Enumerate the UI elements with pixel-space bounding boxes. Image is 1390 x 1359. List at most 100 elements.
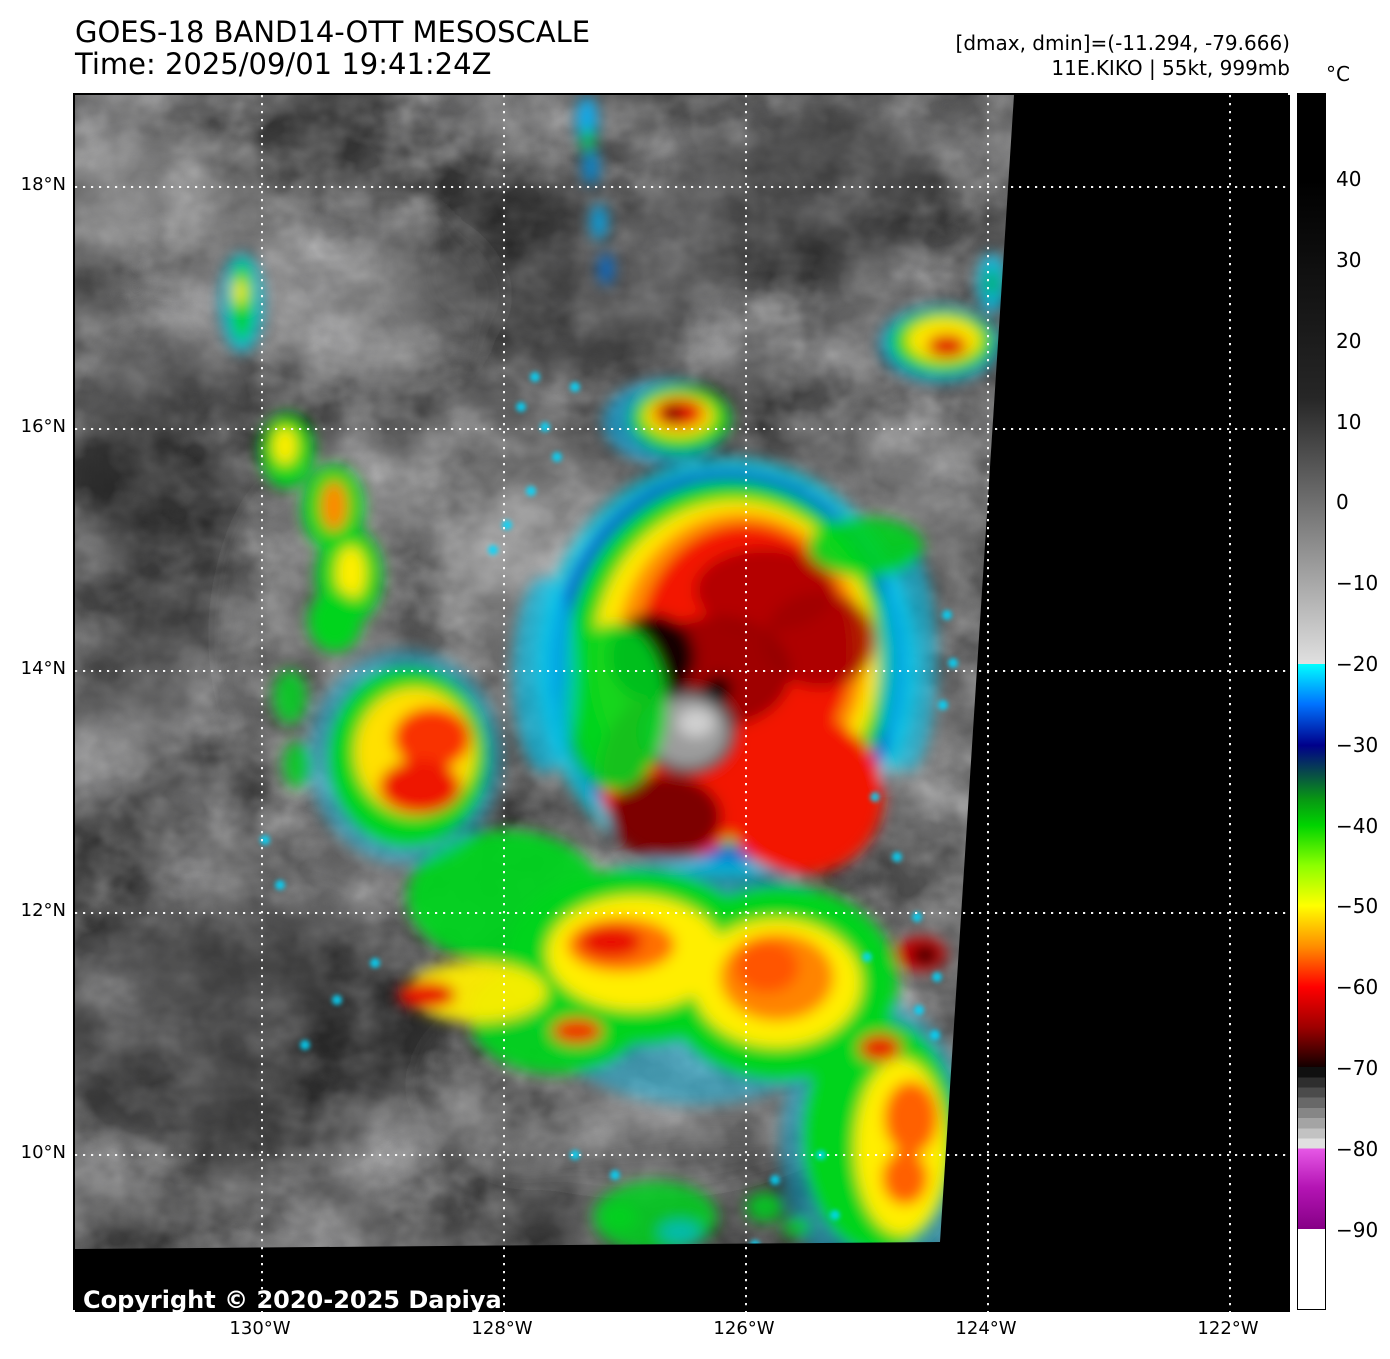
convective-cell — [735, 941, 799, 993]
convective-cell — [273, 427, 297, 465]
cloud-patch — [405, 185, 705, 365]
satellite-map-frame: Copyright © 2020-2025 Dapiya — [73, 93, 1290, 1312]
latitude-tick-label: 12°N — [20, 900, 66, 921]
convective-cell — [807, 517, 923, 577]
cold-pixel-speck — [516, 402, 526, 412]
convective-cell — [582, 128, 594, 154]
longitude-tick-label: 124°W — [955, 1318, 1017, 1339]
convective-cell — [308, 590, 362, 652]
cold-pixel-speck — [912, 912, 922, 922]
convective-cell — [583, 149, 599, 185]
cold-pixel-speck — [526, 486, 536, 496]
dmax-dmin-readout: [dmax, dmin]=(-11.294, -79.666) — [955, 31, 1290, 55]
longitude-tick-label: 122°W — [1197, 1318, 1259, 1339]
latitude-tick-label: 16°N — [20, 416, 66, 437]
cloud-shading-patches — [75, 125, 1025, 1265]
cold-pixel-speck — [610, 1170, 620, 1180]
cold-pixel-speck — [892, 852, 902, 862]
convective-cell — [591, 204, 607, 240]
colorbar-tick-label: −30 — [1336, 733, 1379, 757]
cold-pixel-speck — [488, 545, 498, 555]
cloud-patch — [75, 895, 425, 1155]
colorbar-tick-label: −50 — [1336, 894, 1379, 918]
cold-pixel-speck — [530, 372, 540, 382]
cold-pixel-speck — [948, 658, 958, 668]
copyright-watermark: Copyright © 2020-2025 Dapiya — [83, 1286, 502, 1312]
colorbar-tick-label: 20 — [1336, 329, 1362, 353]
cold-pixel-speck — [914, 1005, 924, 1015]
convective-cell — [336, 546, 366, 600]
cloud-patch — [85, 325, 245, 725]
convective-cell — [273, 670, 307, 724]
cold-pixel-speck — [862, 952, 872, 962]
longitude-tick-label: 128°W — [471, 1318, 533, 1339]
cold-pixel-speck — [260, 835, 270, 845]
convective-cell — [552, 1018, 602, 1044]
cold-pixel-speck — [275, 880, 285, 890]
satellite-image: Copyright © 2020-2025 Dapiya — [75, 95, 1290, 1312]
temperature-colorbar — [1297, 93, 1326, 1310]
convective-cell — [746, 1192, 784, 1222]
colorbar-tick-label: −80 — [1336, 1137, 1379, 1161]
convective-cell — [877, 548, 937, 772]
colorbar-tick-label: −90 — [1336, 1218, 1379, 1242]
convective-cell — [782, 1216, 812, 1238]
colorbar-tick-label: −70 — [1336, 1056, 1379, 1080]
convection-specks — [260, 372, 958, 1265]
convective-cell — [379, 760, 461, 814]
colorbar-tick-label: 0 — [1336, 490, 1349, 514]
convective-cell — [985, 268, 999, 298]
cold-pixel-speck — [938, 700, 948, 710]
convective-cell — [882, 1151, 928, 1205]
cold-pixel-speck — [570, 382, 580, 392]
page-title: GOES-18 BAND14-OTT MESOSCALE — [75, 15, 591, 49]
colorbar-unit-label: °C — [1326, 62, 1350, 86]
convective-cell — [859, 1034, 901, 1062]
colorbar-tick-label: −20 — [1336, 652, 1379, 676]
latlon-gridlines — [75, 95, 1290, 1312]
latitude-tick-label: 14°N — [20, 658, 66, 679]
convective-cell — [599, 253, 613, 285]
convective-cell — [407, 962, 547, 1022]
colorbar-tick-label: −60 — [1336, 975, 1379, 999]
cold-pixel-speck — [540, 422, 550, 432]
latitude-tick-label: 18°N — [20, 174, 66, 195]
longitude-tick-label: 126°W — [713, 1318, 775, 1339]
convective-cell — [609, 775, 721, 859]
latitude-tick-label: 10°N — [20, 1142, 66, 1163]
colorbar-tick-label: −10 — [1336, 571, 1379, 595]
convective-cell — [603, 1204, 637, 1230]
cold-pixel-speck — [770, 1175, 780, 1185]
convective-cell — [580, 926, 642, 958]
cold-pixel-speck — [930, 1030, 940, 1040]
storm-intensity-readout: 11E.KIKO | 55kt, 999mb — [1051, 56, 1290, 80]
cold-pixel-speck — [370, 958, 380, 968]
cold-pixel-speck — [300, 1040, 310, 1050]
colorbar-tick-label: −40 — [1336, 814, 1379, 838]
convective-cell — [884, 1081, 938, 1155]
colorbar-tick-label: 30 — [1336, 248, 1362, 272]
convective-cell — [663, 407, 683, 421]
cloud-patch — [75, 140, 315, 270]
cold-pixel-speck — [942, 610, 952, 620]
cold-pixel-speck — [570, 1150, 580, 1160]
convective-cell — [659, 1221, 701, 1243]
cloud-patch — [655, 125, 955, 275]
convective-cell — [911, 945, 939, 965]
colorbar-tick-label: 40 — [1336, 167, 1362, 191]
convective-cell — [720, 715, 884, 875]
image-timestamp: Time: 2025/09/01 19:41:24Z — [75, 47, 492, 81]
cold-pixel-speck — [932, 972, 942, 982]
convective-cell — [678, 709, 714, 737]
convective-cell — [321, 481, 347, 531]
convective-cell — [513, 577, 577, 773]
cold-pixel-speck — [332, 995, 342, 1005]
convective-cell — [398, 981, 456, 1009]
convective-cell — [927, 334, 967, 358]
no-data-region — [75, 95, 1290, 1312]
colorbar-tick-label: 10 — [1336, 410, 1362, 434]
cold-pixel-speck — [552, 452, 562, 462]
longitude-tick-label: 130°W — [229, 1318, 291, 1339]
convective-cell — [764, 592, 876, 688]
